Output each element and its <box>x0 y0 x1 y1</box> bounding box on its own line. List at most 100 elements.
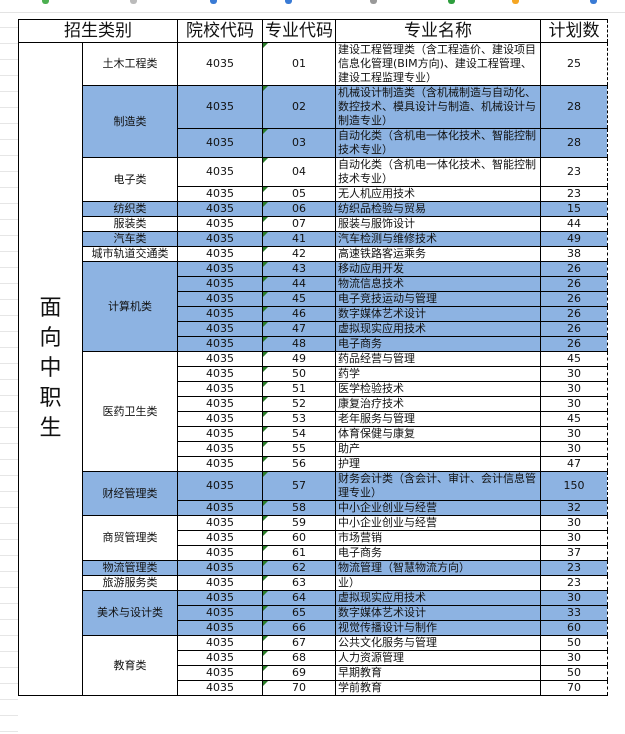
plan-count-cell[interactable]: 70 <box>540 680 608 696</box>
plan-count-cell[interactable]: 30 <box>540 590 608 606</box>
plan-count-cell[interactable]: 15 <box>540 201 608 217</box>
category-cell[interactable]: 医药卫生类 <box>82 351 178 472</box>
school-code-cell[interactable]: 4035 <box>177 157 263 187</box>
plan-count-cell[interactable]: 23 <box>540 157 608 187</box>
school-code-cell[interactable]: 4035 <box>177 575 263 591</box>
school-code-cell[interactable]: 4035 <box>177 396 263 412</box>
toolbar-icon[interactable] <box>210 0 217 4</box>
major-code-cell[interactable]: 41 <box>262 231 336 247</box>
major-code-cell[interactable]: 62 <box>262 560 336 576</box>
plan-count-cell[interactable]: 30 <box>540 366 608 382</box>
school-code-cell[interactable]: 4035 <box>177 456 263 472</box>
school-code-cell[interactable]: 4035 <box>177 620 263 636</box>
toolbar-icon[interactable] <box>370 0 377 4</box>
major-code-cell[interactable]: 57 <box>262 471 336 501</box>
major-name-cell[interactable]: 中小企业创业与经营 <box>335 515 541 531</box>
major-code-cell[interactable]: 58 <box>262 500 336 516</box>
school-code-cell[interactable]: 4035 <box>177 665 263 681</box>
major-code-cell[interactable]: 68 <box>262 650 336 666</box>
school-code-cell[interactable]: 4035 <box>177 560 263 576</box>
category-cell[interactable]: 财经管理类 <box>82 471 178 516</box>
plan-count-cell[interactable]: 30 <box>540 530 608 546</box>
school-code-cell[interactable]: 4035 <box>177 306 263 322</box>
plan-count-cell[interactable]: 30 <box>540 381 608 397</box>
major-code-cell[interactable]: 69 <box>262 665 336 681</box>
school-code-cell[interactable]: 4035 <box>177 471 263 501</box>
school-code-cell[interactable]: 4035 <box>177 201 263 217</box>
plan-count-cell[interactable]: 32 <box>540 500 608 516</box>
major-code-cell[interactable]: 70 <box>262 680 336 696</box>
school-code-cell[interactable]: 4035 <box>177 650 263 666</box>
major-code-cell[interactable]: 66 <box>262 620 336 636</box>
major-code-cell[interactable]: 44 <box>262 276 336 292</box>
major-code-cell[interactable]: 60 <box>262 530 336 546</box>
major-name-cell[interactable]: 自动化类（含机电一体化技术、智能控制技术专业） <box>335 128 541 158</box>
school-code-cell[interactable]: 4035 <box>177 515 263 531</box>
major-name-cell[interactable]: 市场营销 <box>335 530 541 546</box>
plan-count-cell[interactable]: 30 <box>540 426 608 442</box>
plan-count-cell[interactable]: 37 <box>540 545 608 561</box>
major-code-cell[interactable]: 03 <box>262 128 336 158</box>
plan-count-cell[interactable]: 25 <box>540 42 608 86</box>
plan-count-cell[interactable]: 26 <box>540 321 608 337</box>
school-code-cell[interactable]: 4035 <box>177 590 263 606</box>
major-code-cell[interactable]: 65 <box>262 605 336 621</box>
toolbar-icon[interactable] <box>590 0 597 4</box>
major-name-cell[interactable]: 机械设计制造类（含机械制造与自动化、数控技术、模具设计与制造、机械设计与制造专业… <box>335 85 541 129</box>
major-name-cell[interactable]: 助产 <box>335 441 541 457</box>
category-cell[interactable]: 电子类 <box>82 157 178 202</box>
plan-count-cell[interactable]: 30 <box>540 650 608 666</box>
major-name-cell[interactable]: 公共文化服务与管理 <box>335 635 541 651</box>
category-cell[interactable]: 物流管理类 <box>82 560 178 576</box>
major-name-cell[interactable]: 虚拟现实应用技术 <box>335 321 541 337</box>
major-code-cell[interactable]: 56 <box>262 456 336 472</box>
category-cell[interactable]: 服装类 <box>82 216 178 232</box>
major-code-cell[interactable]: 45 <box>262 291 336 307</box>
school-code-cell[interactable]: 4035 <box>177 351 263 367</box>
category-cell[interactable]: 教育类 <box>82 635 178 696</box>
major-code-cell[interactable]: 47 <box>262 321 336 337</box>
category-cell[interactable]: 商贸管理类 <box>82 515 178 561</box>
major-name-cell[interactable]: 财务会计类（含会计、审计、会计信息管理专业） <box>335 471 541 501</box>
major-name-cell[interactable]: 虚拟现实应用技术 <box>335 590 541 606</box>
major-code-cell[interactable]: 55 <box>262 441 336 457</box>
plan-count-cell[interactable]: 23 <box>540 560 608 576</box>
major-name-cell[interactable]: 人力资源管理 <box>335 650 541 666</box>
major-code-cell[interactable]: 64 <box>262 590 336 606</box>
school-code-cell[interactable]: 4035 <box>177 500 263 516</box>
school-code-cell[interactable]: 4035 <box>177 530 263 546</box>
major-code-cell[interactable]: 48 <box>262 336 336 352</box>
major-code-cell[interactable]: 06 <box>262 201 336 217</box>
plan-count-cell[interactable]: 26 <box>540 291 608 307</box>
major-code-cell[interactable]: 54 <box>262 426 336 442</box>
school-code-cell[interactable]: 4035 <box>177 381 263 397</box>
toolbar-icon[interactable] <box>130 0 137 4</box>
major-code-cell[interactable]: 42 <box>262 246 336 262</box>
school-code-cell[interactable]: 4035 <box>177 366 263 382</box>
major-code-cell[interactable]: 63 <box>262 575 336 591</box>
category-cell[interactable]: 计算机类 <box>82 261 178 352</box>
major-code-cell[interactable]: 46 <box>262 306 336 322</box>
school-code-cell[interactable]: 4035 <box>177 545 263 561</box>
major-name-cell[interactable]: 移动应用开发 <box>335 261 541 277</box>
plan-count-cell[interactable]: 26 <box>540 276 608 292</box>
school-code-cell[interactable]: 4035 <box>177 128 263 158</box>
toolbar-icon[interactable] <box>42 0 49 4</box>
major-code-cell[interactable]: 49 <box>262 351 336 367</box>
plan-count-cell[interactable]: 26 <box>540 336 608 352</box>
plan-count-cell[interactable]: 47 <box>540 456 608 472</box>
major-name-cell[interactable]: 电子竞技运动与管理 <box>335 291 541 307</box>
major-code-cell[interactable]: 51 <box>262 381 336 397</box>
major-name-cell[interactable]: 数字媒体艺术设计 <box>335 605 541 621</box>
school-code-cell[interactable]: 4035 <box>177 411 263 427</box>
school-code-cell[interactable]: 4035 <box>177 635 263 651</box>
major-code-cell[interactable]: 67 <box>262 635 336 651</box>
major-code-cell[interactable]: 05 <box>262 186 336 202</box>
major-name-cell[interactable]: 电子商务 <box>335 336 541 352</box>
plan-count-cell[interactable]: 28 <box>540 128 608 158</box>
school-code-cell[interactable]: 4035 <box>177 441 263 457</box>
major-code-cell[interactable]: 43 <box>262 261 336 277</box>
category-cell[interactable]: 旅游服务类 <box>82 575 178 591</box>
major-name-cell[interactable]: 自动化类（含机电一体化技术、智能控制技术专业） <box>335 157 541 187</box>
plan-count-cell[interactable]: 23 <box>540 186 608 202</box>
